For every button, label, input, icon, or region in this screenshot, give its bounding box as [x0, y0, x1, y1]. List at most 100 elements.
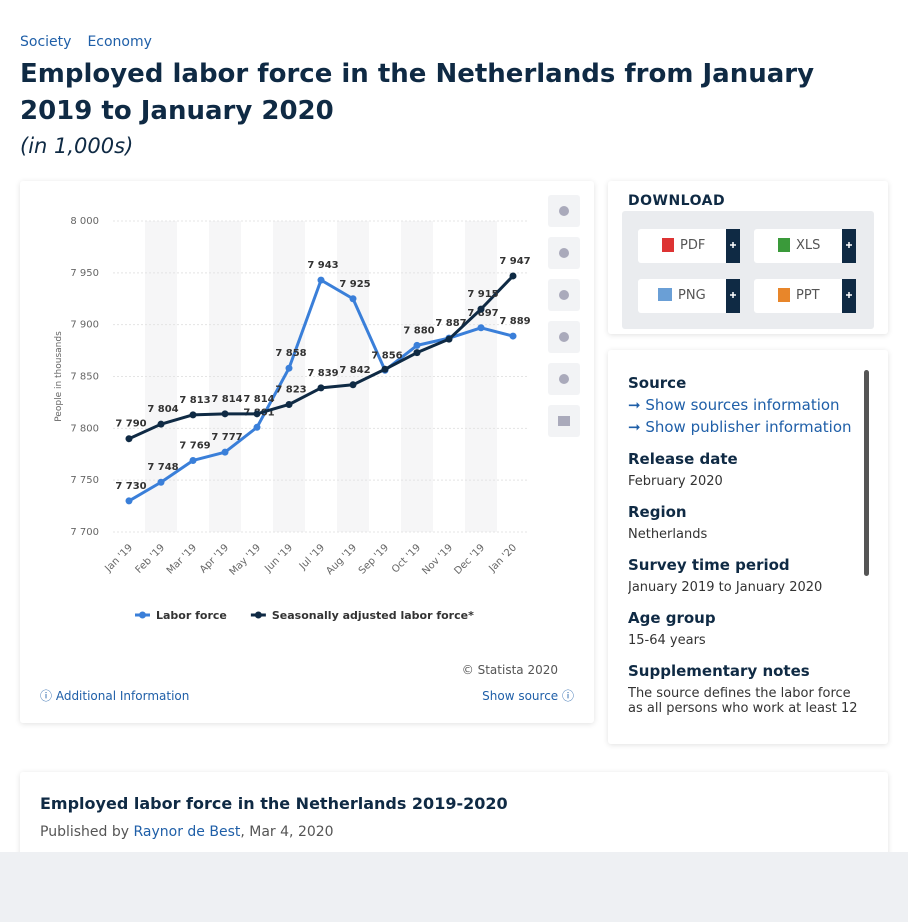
- info-value: 15-64 years: [628, 633, 706, 648]
- x-tick-label: Jan '20: [487, 542, 520, 575]
- download-pdf[interactable]: PDF: [638, 229, 740, 263]
- data-point: [413, 349, 421, 357]
- plus: [842, 229, 856, 263]
- author-link[interactable]: Raynor de Best: [133, 824, 241, 840]
- y-axis-label: People in thousands: [54, 331, 64, 422]
- data-point: [477, 305, 485, 313]
- footer-band: [0, 852, 908, 922]
- link-text: Show source: [482, 689, 559, 703]
- data-point: [477, 324, 485, 332]
- page-title: Employed labor force in the Netherlands …: [20, 59, 815, 126]
- button-label: XLS: [796, 238, 821, 253]
- data-label: 7 839: [307, 368, 338, 379]
- scrollbar[interactable]: [864, 370, 869, 576]
- data-point: [221, 448, 229, 456]
- y-tick-label: 7 900: [70, 320, 99, 331]
- x-tick-label: Feb '19: [134, 542, 167, 575]
- byline-prefix: Published by: [40, 824, 130, 840]
- x-tick-label: Jul '19: [297, 542, 327, 572]
- breadcrumb-link[interactable]: Economy: [87, 34, 152, 50]
- download-xls[interactable]: XLS: [754, 229, 856, 263]
- legend-swatch: [254, 611, 262, 619]
- y-tick-label: 7 800: [70, 423, 99, 434]
- show-source-link[interactable]: Show source ⓘ: [482, 689, 574, 703]
- data-point: [317, 276, 325, 284]
- series-line: [128, 274, 515, 441]
- data-point: [381, 365, 389, 373]
- data-point: [253, 423, 261, 431]
- data-point: [317, 384, 325, 392]
- data-label: 7 748: [147, 462, 178, 473]
- data-label: 7 889: [499, 316, 530, 327]
- copyright: © Statista 2020: [461, 663, 558, 677]
- x-tick-label: Oct '19: [390, 542, 423, 575]
- button-label: PPT: [796, 288, 820, 303]
- article-title: Employed labor force in the Netherlands …: [40, 794, 508, 813]
- data-label: 7 777: [211, 432, 242, 443]
- data-label: 7 842: [339, 365, 370, 376]
- legend-swatch: [139, 611, 146, 619]
- info-label: Release date: [628, 450, 738, 468]
- info-card: Source ➞ Show sources information ➞ Show…: [608, 350, 888, 744]
- article-byline: Published by Raynor de Best, Mar 4, 2020: [40, 824, 334, 840]
- data-point: [349, 295, 357, 303]
- icon: [778, 288, 790, 302]
- data-label: 7 790: [115, 419, 146, 430]
- icon: [559, 290, 569, 300]
- data-point: [445, 335, 453, 343]
- x-tick-label: Sep '19: [357, 542, 391, 576]
- data-label: 7 925: [339, 279, 370, 290]
- breadcrumb-link[interactable]: Society: [20, 34, 72, 50]
- download-ppt[interactable]: PPT: [754, 279, 856, 313]
- info-label: Source: [628, 374, 687, 392]
- data-label: 7 858: [275, 348, 306, 359]
- chart-card: 7 700 7 750 7 800 7 850 7 900 7 950 8 000 Peopl…: [20, 181, 594, 723]
- data-point: [285, 364, 293, 372]
- link-text: Show sources information: [645, 396, 840, 414]
- data-point: [349, 381, 357, 389]
- page-subtitle: (in 1,000s): [20, 134, 134, 158]
- data-point: [157, 420, 165, 428]
- data-label: 7 947: [499, 256, 530, 267]
- x-tick-label: Apr '19: [198, 542, 231, 575]
- y-tick-label: 7 850: [70, 372, 99, 383]
- data-point: [157, 478, 165, 486]
- breadcrumb: Society Economy: [20, 34, 168, 50]
- link-text: Show publisher information: [645, 418, 852, 436]
- article-date: , Mar 4, 2020: [240, 824, 334, 840]
- download-panel: PDF XLS PNG PPT: [622, 211, 874, 329]
- data-point: [253, 410, 261, 418]
- info-value: January 2019 to January 2020: [628, 580, 823, 595]
- data-label: 7 814: [243, 394, 274, 405]
- icon: [559, 374, 569, 384]
- additional-info-link[interactable]: ⓘ Additional Information: [40, 689, 190, 703]
- data-label: 7 856: [371, 350, 402, 361]
- data-point: [125, 435, 133, 443]
- data-point: [221, 410, 229, 418]
- data-label: 7 897: [467, 308, 498, 319]
- data-label: 7 730: [115, 481, 146, 492]
- y-tick-label: 7 750: [70, 475, 99, 486]
- info-label: Survey time period: [628, 556, 790, 574]
- data-point: [189, 456, 197, 464]
- legend-label: Labor force: [156, 609, 227, 622]
- info-label: Region: [628, 503, 687, 521]
- x-tick-label: Jan '19: [103, 542, 136, 575]
- icon: [559, 248, 569, 258]
- x-tick-label: Nov '19: [420, 542, 455, 577]
- publisher-link[interactable]: ➞ Show publisher information: [628, 418, 852, 436]
- source-link[interactable]: ➞ Show sources information: [628, 396, 840, 414]
- info-value: The source defines the labor force as al…: [628, 686, 858, 716]
- button-label: PNG: [678, 288, 706, 303]
- legend-label: Seasonally adjusted labor force*: [272, 609, 474, 622]
- y-tick-label: 7 950: [70, 268, 99, 279]
- plus: [842, 279, 856, 313]
- data-point: [125, 497, 133, 505]
- x-tick-label: Dec '19: [452, 542, 487, 577]
- info-value: February 2020: [628, 474, 723, 489]
- data-point: [285, 400, 293, 408]
- download-png[interactable]: PNG: [638, 279, 740, 313]
- icon: [778, 238, 790, 252]
